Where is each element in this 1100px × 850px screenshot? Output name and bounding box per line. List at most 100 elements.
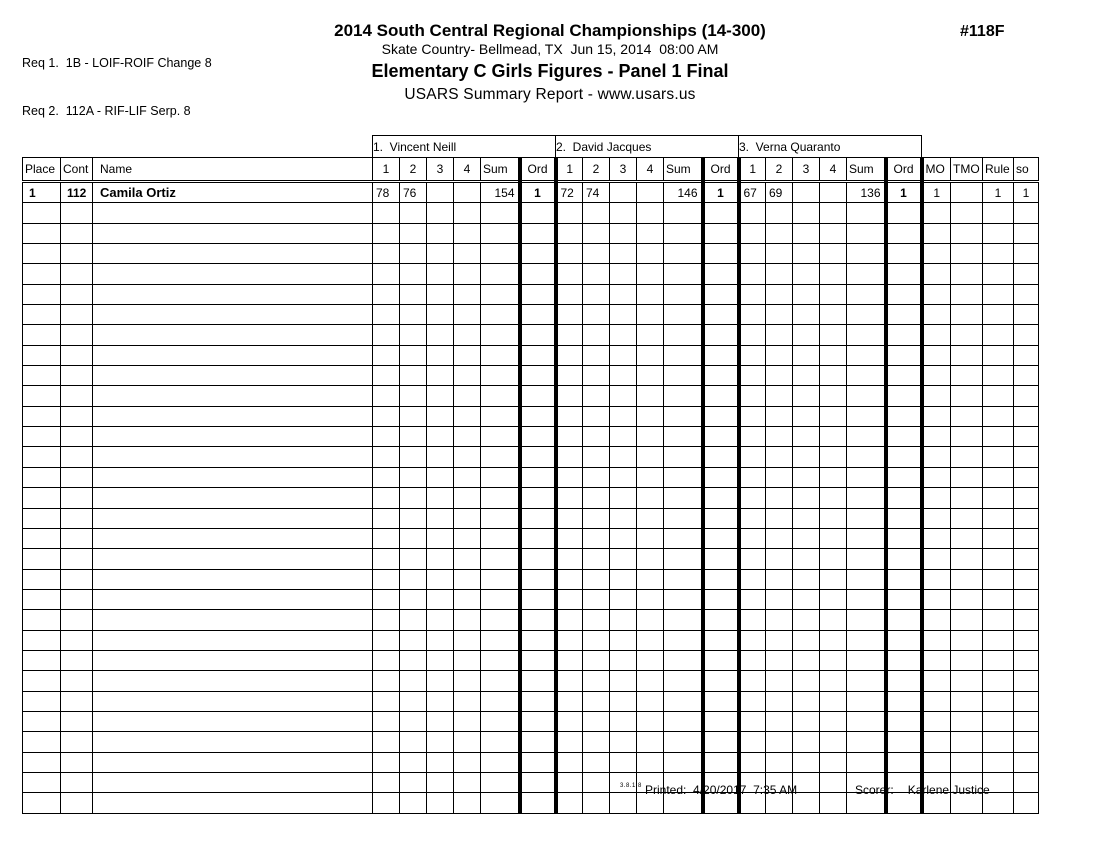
empty-cell bbox=[582, 548, 610, 570]
empty-cell bbox=[846, 202, 886, 224]
empty-cell bbox=[453, 609, 481, 631]
empty-cell bbox=[555, 771, 583, 794]
empty-cell bbox=[792, 344, 820, 367]
empty-cell bbox=[700, 324, 741, 346]
empty-cell bbox=[22, 771, 61, 794]
empty-cell bbox=[609, 527, 637, 550]
empty-cell bbox=[792, 385, 820, 407]
empty-cell bbox=[60, 324, 93, 346]
empty-cell bbox=[700, 263, 741, 285]
empty-cell bbox=[517, 588, 558, 611]
empty-cell bbox=[22, 202, 61, 224]
empty-cell bbox=[22, 751, 61, 773]
empty-cell bbox=[480, 446, 520, 468]
empty-cell bbox=[609, 731, 637, 753]
empty-cell bbox=[1013, 222, 1039, 245]
empty-cell bbox=[883, 263, 924, 285]
empty-cell bbox=[663, 588, 703, 611]
results-table: 1. Vincent Neill 2. David Jacques 3. Ver… bbox=[22, 135, 1039, 814]
empty-cell bbox=[399, 568, 427, 590]
empty-cell bbox=[950, 649, 983, 672]
empty-cell bbox=[582, 568, 610, 590]
empty-cell bbox=[1013, 548, 1039, 570]
column-header-name: Name bbox=[92, 157, 373, 183]
empty-cell bbox=[1013, 527, 1039, 550]
empty-cell bbox=[399, 710, 427, 733]
empty-cell bbox=[700, 344, 741, 367]
empty-cell bbox=[92, 792, 373, 814]
empty-cell bbox=[426, 609, 454, 631]
empty-cell bbox=[921, 548, 951, 570]
empty-cell bbox=[372, 771, 400, 794]
empty-row bbox=[22, 243, 1039, 265]
empty-cell bbox=[92, 568, 373, 590]
empty-cell bbox=[738, 690, 766, 712]
empty-cell bbox=[950, 405, 983, 428]
empty-cell bbox=[738, 344, 766, 367]
empty-cell bbox=[517, 609, 558, 631]
empty-cell bbox=[555, 507, 583, 529]
empty-cell bbox=[517, 629, 558, 651]
empty-cell bbox=[1013, 609, 1039, 631]
empty-cell bbox=[700, 670, 741, 692]
empty-cell bbox=[636, 609, 664, 631]
empty-cell bbox=[426, 771, 454, 794]
empty-row bbox=[22, 771, 1039, 794]
empty-cell bbox=[738, 548, 766, 570]
empty-cell bbox=[1013, 771, 1039, 794]
empty-cell bbox=[663, 385, 703, 407]
empty-cell bbox=[22, 304, 61, 326]
column-header-rule: Rule bbox=[982, 157, 1014, 183]
empty-cell bbox=[636, 731, 664, 753]
empty-cell bbox=[453, 792, 481, 814]
empty-cell bbox=[517, 527, 558, 550]
empty-cell bbox=[883, 731, 924, 753]
empty-cell bbox=[480, 588, 520, 611]
empty-cell bbox=[636, 507, 664, 529]
empty-cell bbox=[372, 385, 400, 407]
j3-header-trial-2: 2 bbox=[765, 157, 793, 183]
empty-row bbox=[22, 792, 1039, 814]
empty-cell bbox=[819, 487, 847, 509]
empty-cell bbox=[555, 527, 583, 550]
empty-cell bbox=[609, 751, 637, 773]
empty-cell bbox=[453, 751, 481, 773]
empty-cell bbox=[982, 690, 1014, 712]
empty-cell bbox=[765, 466, 793, 489]
empty-cell bbox=[372, 466, 400, 489]
empty-cell bbox=[921, 324, 951, 346]
contestant-number-cell: 112 bbox=[60, 180, 93, 204]
empty-cell bbox=[372, 629, 400, 651]
empty-cell bbox=[982, 202, 1014, 224]
venue-date-line: Skate Country- Bellmead, TX Jun 15, 2014… bbox=[381, 41, 719, 57]
empty-cell bbox=[700, 649, 741, 672]
empty-cell bbox=[92, 507, 373, 529]
empty-cell bbox=[399, 751, 427, 773]
empty-cell bbox=[765, 324, 793, 346]
empty-cell bbox=[982, 466, 1014, 489]
j2-ordinal-cell: 1 bbox=[700, 180, 741, 204]
empty-cell bbox=[1013, 466, 1039, 489]
empty-cell bbox=[372, 690, 400, 712]
j1-header-ord: Ord bbox=[517, 157, 558, 183]
empty-cell bbox=[555, 568, 583, 590]
empty-cell bbox=[700, 629, 741, 651]
empty-cell bbox=[846, 243, 886, 265]
empty-cell bbox=[819, 710, 847, 733]
empty-cell bbox=[1013, 568, 1039, 590]
empty-cell bbox=[60, 263, 93, 285]
requirement-line-2: Req 2. 112A - RIF-LIF Serp. 8 bbox=[22, 104, 191, 118]
empty-cell bbox=[372, 588, 400, 611]
empty-cell bbox=[950, 385, 983, 407]
empty-cell bbox=[426, 588, 454, 611]
empty-cell bbox=[609, 507, 637, 529]
empty-cell bbox=[60, 487, 93, 509]
empty-cell bbox=[399, 344, 427, 367]
empty-cell bbox=[555, 222, 583, 245]
empty-cell bbox=[950, 670, 983, 692]
empty-cell bbox=[663, 283, 703, 306]
empty-cell bbox=[22, 385, 61, 407]
empty-cell bbox=[609, 243, 637, 265]
empty-row bbox=[22, 710, 1039, 733]
empty-cell bbox=[582, 263, 610, 285]
